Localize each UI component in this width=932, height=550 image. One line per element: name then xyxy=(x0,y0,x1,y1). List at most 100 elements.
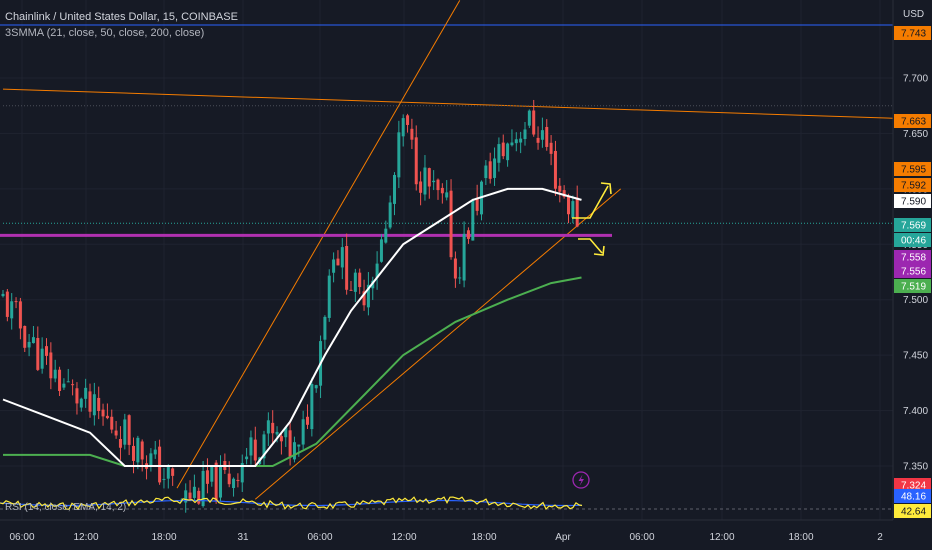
candle-body xyxy=(105,415,109,419)
bullish-arrow[interactable] xyxy=(572,185,609,219)
lightning-icon[interactable] xyxy=(572,471,590,489)
candle-body xyxy=(445,192,449,198)
steep-trendline[interactable] xyxy=(176,0,461,489)
time-tick-label: 31 xyxy=(237,532,249,543)
time-axis[interactable]: 06:00 12:00 18:00 31 06:00 12:00 18:00 Apr 06:00… xyxy=(0,519,932,550)
bullish-arrowhead xyxy=(600,182,612,195)
candle-body xyxy=(327,275,331,318)
price-badge xyxy=(894,264,931,278)
candle-body xyxy=(571,201,575,218)
candle-body xyxy=(192,486,196,498)
candle-body xyxy=(401,118,405,137)
price-tick-label: 7.450 xyxy=(903,351,928,362)
candle-body xyxy=(158,446,162,483)
candle-body xyxy=(532,110,536,135)
candle-body xyxy=(184,490,188,503)
candle-body xyxy=(466,230,470,239)
time-tick-label: Apr xyxy=(555,532,571,543)
candle-body xyxy=(419,181,423,193)
projection-arrows xyxy=(572,182,612,256)
candle-body xyxy=(153,449,157,455)
candle-body xyxy=(227,473,231,485)
candle-body xyxy=(440,187,444,194)
candle-body xyxy=(23,325,27,348)
candle-body xyxy=(201,470,205,507)
price-badge xyxy=(894,162,931,176)
candle-body xyxy=(292,442,296,460)
candle-body xyxy=(236,479,240,481)
candle-body xyxy=(62,383,66,388)
candle-body xyxy=(14,301,18,303)
rsi-legend[interactable]: RSI (14, close, EMA, 14, 2) xyxy=(5,502,127,513)
currency-label: USD xyxy=(903,9,924,20)
price-badge xyxy=(894,26,931,40)
time-tick-label: 12:00 xyxy=(73,532,98,543)
price-badges: 7.743 7.663 7.595 7.592 7.590 7.569 00:46 7.558… xyxy=(894,26,931,518)
price-tick-label: 7.700 xyxy=(903,74,928,85)
symbol-title[interactable]: Chainlink / United States Dollar, 15, CO… xyxy=(5,11,238,23)
price-badge-label: 42.64 xyxy=(901,507,926,518)
rsi-line[interactable] xyxy=(0,496,583,511)
candle-body xyxy=(562,190,566,197)
candle-body xyxy=(31,337,35,344)
drawing-lines xyxy=(0,0,917,500)
time-tick-label: 06:00 xyxy=(307,532,332,543)
rising-trendline[interactable] xyxy=(254,188,622,500)
candle-body xyxy=(410,128,414,140)
candle-body xyxy=(449,190,453,258)
candle-body xyxy=(45,346,48,356)
candle-body xyxy=(123,419,127,445)
candle-body xyxy=(275,431,279,435)
time-tick-label: 06:00 xyxy=(629,532,654,543)
candle-body xyxy=(66,381,70,383)
candle-body xyxy=(523,129,527,140)
candle-body xyxy=(393,174,396,204)
candle-body xyxy=(553,150,557,189)
price-tick-label: 7.400 xyxy=(903,406,928,417)
price-tick-label: 7.350 xyxy=(903,462,928,473)
price-tick-label: 7.500 xyxy=(903,295,928,306)
indicator-legend[interactable]: 3SMMA (21, close, 50, close, 200, close) xyxy=(5,27,205,39)
price-badge xyxy=(894,218,931,232)
price-badge-label: 7.743 xyxy=(901,29,926,40)
resistance-trendline[interactable] xyxy=(2,88,917,120)
bearish-arrow[interactable] xyxy=(578,238,603,254)
candle-body xyxy=(249,437,253,456)
candle-body xyxy=(301,419,305,445)
chart-header: Chainlink / United States Dollar, 15, CO… xyxy=(5,9,238,41)
smma-21-line[interactable] xyxy=(2,187,582,467)
candle-body xyxy=(567,196,570,215)
smma-50-line[interactable] xyxy=(3,276,582,467)
candle-body xyxy=(306,416,309,425)
candle-body xyxy=(79,398,83,408)
candle-body xyxy=(262,434,266,459)
candle-body xyxy=(475,197,479,211)
candle-body xyxy=(97,397,101,411)
candle-body xyxy=(453,258,457,279)
candle-body xyxy=(362,291,366,306)
candle-body xyxy=(514,139,518,144)
candle-body xyxy=(127,415,131,445)
time-tick-label: 12:00 xyxy=(391,532,416,543)
price-badge-label: 7.556 xyxy=(901,267,926,278)
time-tick-label: 18:00 xyxy=(471,532,496,543)
candle-body xyxy=(49,352,53,379)
candle-body xyxy=(114,430,118,436)
candle-body xyxy=(549,142,553,154)
candle-body xyxy=(40,348,44,369)
candle-body xyxy=(384,228,388,243)
price-badge-label: 7.558 xyxy=(901,253,926,264)
candle-body xyxy=(84,387,88,399)
candle-body xyxy=(458,277,462,279)
price-badge-label: 7.590 xyxy=(901,197,926,208)
price-axis[interactable]: USD 7.3507.4007.4507.5007.5507.6007.6507… xyxy=(892,0,932,520)
candle-body xyxy=(279,436,283,442)
candle-body xyxy=(1,293,5,297)
moving-averages xyxy=(2,187,582,467)
price-badge-label: 7.595 xyxy=(901,165,926,176)
candle-body xyxy=(345,245,349,290)
candle-body xyxy=(388,202,392,228)
candle-body xyxy=(575,197,579,227)
candle-body xyxy=(558,185,562,192)
